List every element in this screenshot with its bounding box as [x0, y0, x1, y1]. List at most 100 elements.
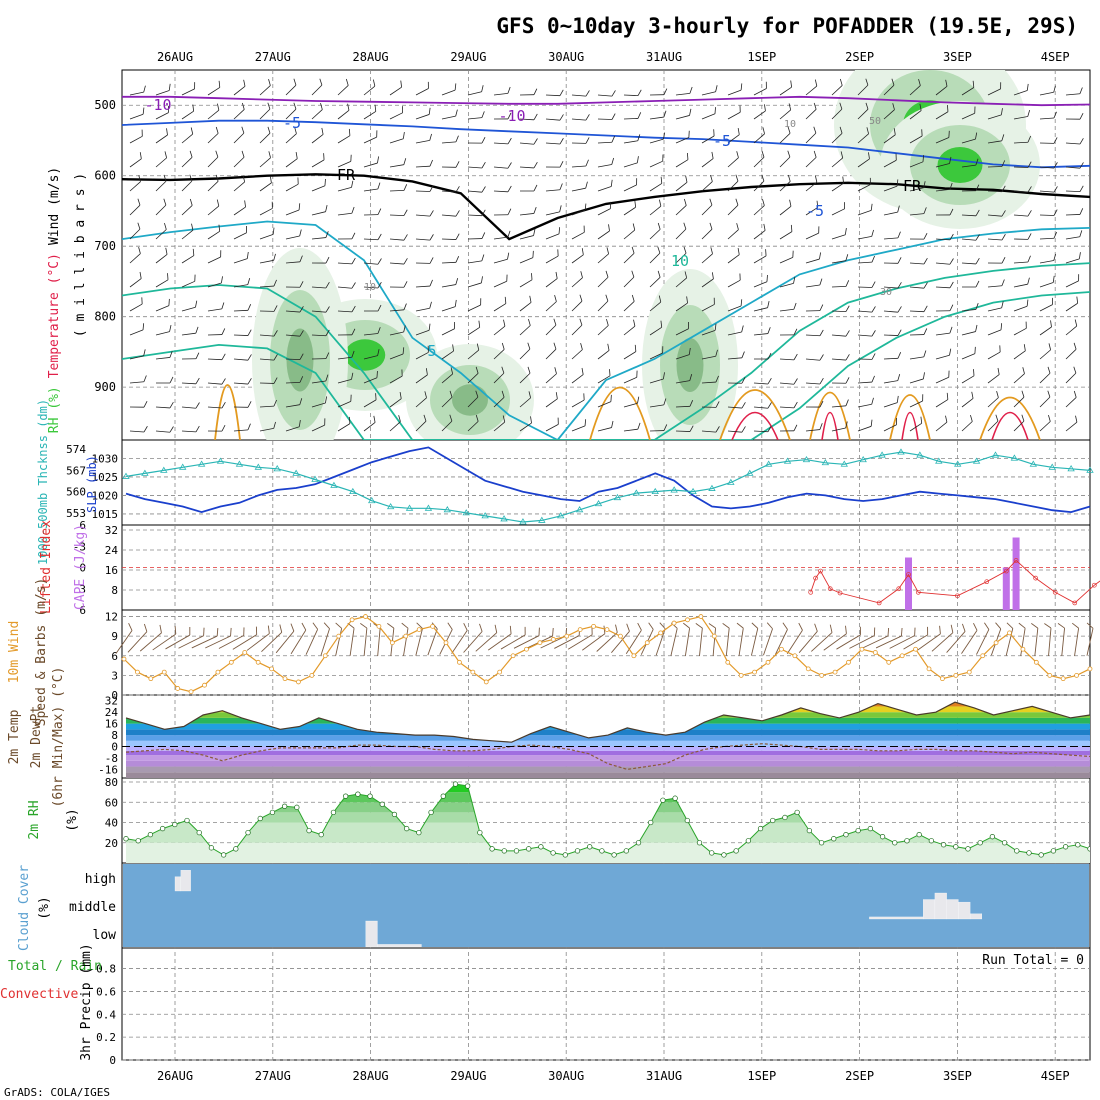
wind-barb-staff: [649, 301, 662, 312]
wind-barb: [467, 366, 479, 384]
wind-barb: [805, 79, 818, 96]
wind-barb-flag: [244, 200, 246, 208]
wind-barb: [389, 158, 407, 168]
wind-barb-flag: [741, 351, 745, 358]
wind-barb: [1039, 111, 1057, 120]
wind-barb-10m-staff: [961, 630, 978, 654]
wind-barb: [311, 352, 330, 360]
wind-barb-staff: [909, 135, 923, 144]
thickness-marker: [424, 504, 433, 511]
wind-barb-flag: [686, 152, 689, 160]
wind-barb-staff: [649, 252, 661, 264]
wind-barb-flag: [559, 89, 564, 96]
wind-speed-marker: [497, 669, 503, 675]
wind-speed-marker: [819, 672, 825, 678]
wind-barb-flag: [476, 343, 480, 351]
cloud-block: [969, 913, 983, 920]
wind-barb-staff: [571, 231, 585, 240]
wind-barb: [1013, 161, 1032, 168]
wind-barb: [649, 222, 661, 240]
wind-barb-staff: [493, 303, 507, 312]
wind-barb-staff: [805, 181, 818, 192]
wind-barb-10m-flag: [143, 623, 148, 632]
wind-barb-flag: [689, 400, 694, 407]
wind-barb: [285, 102, 297, 120]
wind-barb-flag: [449, 390, 453, 398]
wind-barb-10m-staff: [684, 628, 691, 656]
wind-barb-flag: [299, 229, 302, 237]
thickness-marker: [178, 463, 187, 470]
wind-barb-10m-flag: [243, 627, 245, 636]
wind-barb-10m-flag: [798, 622, 803, 631]
wind-barb-10m-staff: [178, 635, 204, 649]
wind-barb-flag: [1079, 208, 1084, 215]
cloud-block: [934, 892, 947, 920]
wind-barb-staff: [441, 350, 454, 360]
wind-barb-staff: [311, 402, 326, 408]
wind-barb-staff: [285, 310, 300, 313]
wind-barb-flag: [267, 126, 271, 134]
wind-barb: [571, 225, 585, 240]
wind-barb-staff: [623, 184, 637, 192]
wind-barb-staff: [415, 238, 430, 241]
wind-barb: [701, 222, 713, 240]
x-tick-label-top: 1SEP: [747, 50, 776, 64]
wind-barb-flag: [139, 152, 142, 159]
wind-barb-10m: [275, 623, 295, 654]
wind-barb: [415, 257, 434, 264]
wind-barb-flag: [767, 377, 772, 385]
wind-barb-flag: [478, 320, 481, 328]
wind-barb-10m-flag: [552, 627, 554, 637]
wind-barb-flag: [475, 414, 479, 422]
wind-barb: [129, 152, 142, 168]
wind-barb-staff: [285, 426, 300, 432]
wind-barb-flag: [1000, 323, 1003, 330]
cloud-units: (%): [37, 896, 52, 919]
wind-barb-flag: [243, 79, 246, 87]
wind-barb-staff: [909, 85, 921, 96]
wind-barb-flag: [141, 129, 143, 137]
wind-speed-marker: [510, 653, 516, 659]
wind-barb: [545, 205, 562, 216]
wind-barb: [805, 354, 824, 361]
wind-barb-staff: [1065, 258, 1080, 264]
contour-label: -10: [498, 107, 525, 125]
thickness-marker: [708, 484, 716, 491]
contour-label: FR: [337, 166, 356, 184]
wind-barb-flag: [247, 329, 252, 336]
wind-barb-10m-flag: [829, 624, 833, 633]
wind-barb: [649, 295, 662, 312]
wind-barb-staff: [805, 109, 817, 120]
wind-barb-flag: [1076, 296, 1079, 304]
wind-barb: [389, 106, 404, 120]
rh2m-marker: [513, 848, 520, 854]
wind-barb-10m: [625, 622, 642, 655]
wind-barb-flag: [138, 247, 141, 254]
wind-barb-staff: [311, 185, 326, 192]
wind-barb-10m-staff: [849, 635, 875, 649]
warm-contour: [809, 391, 851, 440]
wind-barb: [961, 80, 975, 96]
wind-barb-10m: [889, 627, 916, 649]
rh2m-marker: [245, 829, 251, 836]
rh2m-marker: [123, 836, 129, 842]
wind-barb-10m-flag: [1044, 623, 1052, 629]
wind-barb-flag: [532, 250, 534, 258]
wind-barb: [181, 82, 196, 96]
wind-barb: [857, 203, 873, 216]
wind-barb-flag: [611, 420, 614, 428]
wind-barb-staff: [961, 331, 976, 336]
wind-barb-flag: [273, 330, 278, 337]
wind-barb-staff: [389, 262, 404, 265]
wind-barb: [571, 137, 590, 144]
wind-barb: [285, 376, 304, 384]
wind-barb: [961, 132, 978, 144]
rh-shade-core: [344, 339, 386, 371]
wind-barb: [623, 319, 636, 336]
wind-barb: [857, 419, 873, 432]
wind-barb: [493, 274, 508, 288]
wind-barb-staff: [961, 138, 976, 144]
wind-barb: [805, 175, 818, 192]
lifted-index-marker: [813, 575, 818, 581]
